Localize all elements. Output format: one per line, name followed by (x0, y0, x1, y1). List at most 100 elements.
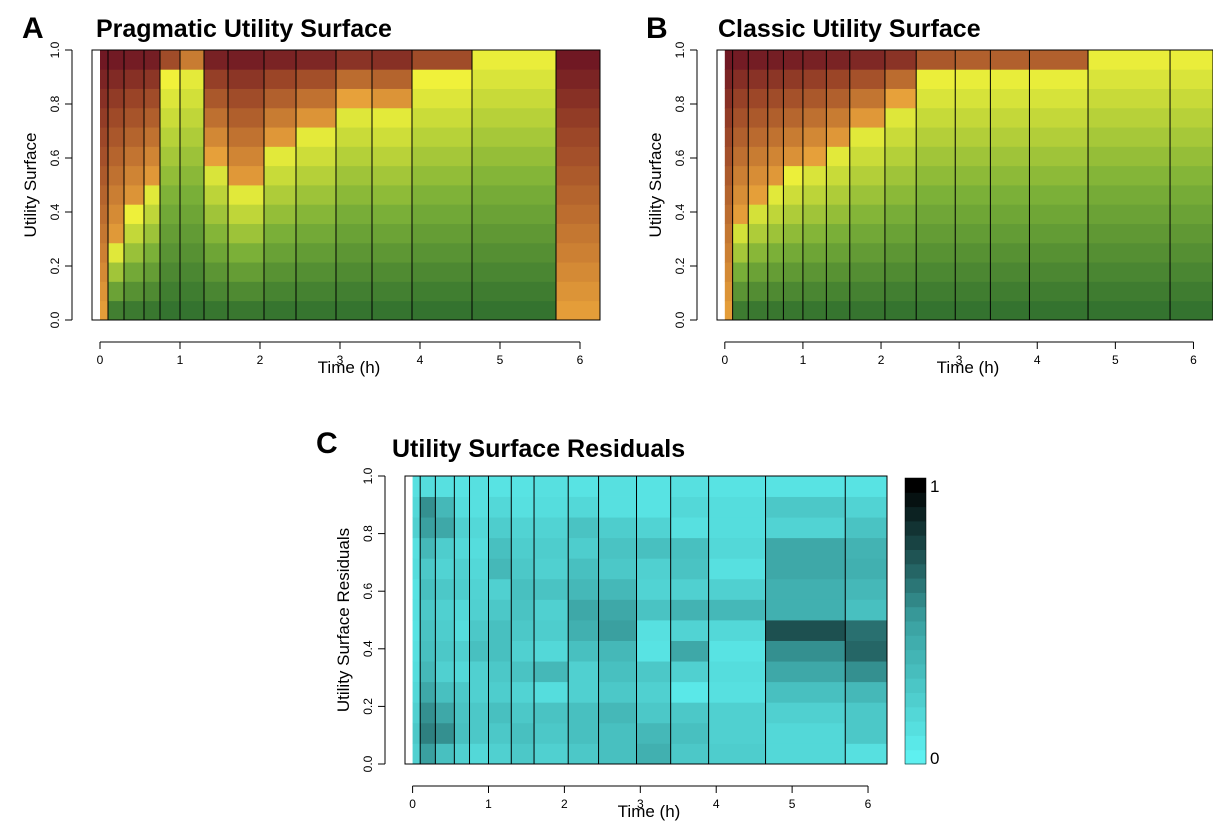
heatmap-cell (598, 620, 637, 641)
heatmap-cell (708, 537, 766, 559)
heatmap-cell (420, 537, 436, 559)
heatmap-cell (469, 537, 489, 559)
legend-swatch (905, 706, 926, 722)
heatmap-cell (228, 281, 265, 302)
heatmap-cell (160, 242, 181, 263)
heatmap-cell (955, 223, 991, 244)
heatmap-cell (990, 50, 1030, 70)
heatmap-cell (783, 165, 804, 186)
heatmap-cell (802, 185, 827, 205)
heatmap-cell (336, 204, 373, 224)
heatmap-cell (1029, 262, 1089, 282)
heatmap-cell (412, 281, 473, 302)
heatmap-cell (144, 223, 161, 244)
heatmap-cell (412, 620, 421, 641)
heatmap-cell (228, 204, 265, 224)
heatmap-cell (748, 223, 769, 244)
heatmap-cell (124, 88, 145, 109)
heatmap-cell (598, 517, 637, 539)
x-tick-label: 4 (1034, 353, 1041, 367)
heatmap-cell (767, 88, 784, 109)
y-tick-label: 1.0 (361, 467, 375, 484)
heatmap-cell (454, 578, 470, 600)
heatmap-cell (916, 242, 956, 263)
heatmap-cell (748, 146, 769, 167)
legend-swatch (905, 506, 926, 522)
heatmap-cell (435, 537, 455, 559)
heatmap-cell (568, 599, 599, 621)
heatmap-cell (108, 300, 125, 321)
heatmap-cell (264, 262, 297, 282)
heatmap-cell (826, 165, 851, 186)
heatmap-cell (124, 204, 145, 224)
heatmap-cell (336, 223, 373, 244)
heatmap-cell (783, 185, 804, 205)
heatmap-cell (412, 578, 421, 600)
heatmap-cell (488, 496, 512, 518)
heatmap-cell (767, 281, 784, 302)
heatmap-cell (124, 300, 145, 321)
heatmap-cell (845, 476, 888, 497)
heatmap-cell (1088, 300, 1171, 321)
heatmap-cell (108, 107, 125, 128)
heatmap-cell (556, 69, 601, 89)
heatmap-cell (488, 599, 512, 621)
heatmap-cell (765, 578, 846, 600)
heatmap-cell (826, 242, 851, 263)
heatmap-cell (708, 496, 766, 518)
heatmap-cell (598, 537, 637, 559)
heatmap-cell (420, 578, 436, 600)
heatmap-cell (412, 743, 421, 765)
heatmap-cell (412, 165, 473, 186)
heatmap-cell (180, 146, 205, 167)
heatmap-cell (488, 640, 512, 662)
heatmap-cell (767, 185, 784, 205)
heatmap-cell (534, 681, 569, 703)
heatmap-cell (732, 127, 749, 147)
x-tick-label: 3 (956, 353, 963, 367)
heatmap-cell (802, 50, 827, 70)
heatmap-cell (556, 127, 601, 147)
heatmap-cell (783, 300, 804, 321)
heatmap-cell (100, 69, 109, 89)
heatmap-cell (748, 88, 769, 109)
legend-swatch (905, 592, 926, 608)
heatmap-cell (884, 88, 917, 109)
legend-swatch (905, 678, 926, 693)
heatmap-cell (724, 242, 734, 263)
heatmap-cell (372, 281, 413, 302)
heatmap-cell (454, 476, 470, 497)
heatmap-cell (336, 50, 373, 70)
heatmap-cell (556, 204, 601, 224)
heatmap-cell (435, 496, 455, 518)
heatmap-cell (472, 50, 557, 70)
heatmap-cell (765, 661, 846, 683)
panel-b-title: Classic Utility Surface (718, 15, 981, 43)
legend-swatch (905, 478, 926, 493)
heatmap-cell (296, 107, 337, 128)
heatmap-cell (884, 300, 917, 321)
heatmap-cell (469, 661, 489, 683)
heatmap-cell (955, 165, 991, 186)
heatmap-cell (916, 262, 956, 282)
heatmap-cell (534, 722, 569, 744)
heatmap-cell (849, 146, 886, 167)
heatmap-cell (1170, 242, 1213, 263)
heatmap-cell (108, 223, 125, 244)
heatmap-cell (435, 681, 455, 703)
heatmap-cell (849, 127, 886, 147)
heatmap-cell (765, 558, 846, 580)
heatmap-cell (412, 517, 421, 539)
heatmap-cell (884, 127, 917, 147)
y-tick-label: 0.6 (48, 149, 62, 166)
x-tick-label: 0 (97, 353, 104, 367)
heatmap-cell (296, 88, 337, 109)
heatmap-cell (724, 69, 734, 89)
x-tick-label: 1 (800, 353, 807, 367)
heatmap-cell (732, 50, 749, 70)
heatmap-cell (802, 88, 827, 109)
heatmap-cell (598, 599, 637, 621)
x-axis-label: Time (h) (618, 802, 681, 821)
heatmap-cell (108, 204, 125, 224)
heatmap-cell (802, 300, 827, 321)
